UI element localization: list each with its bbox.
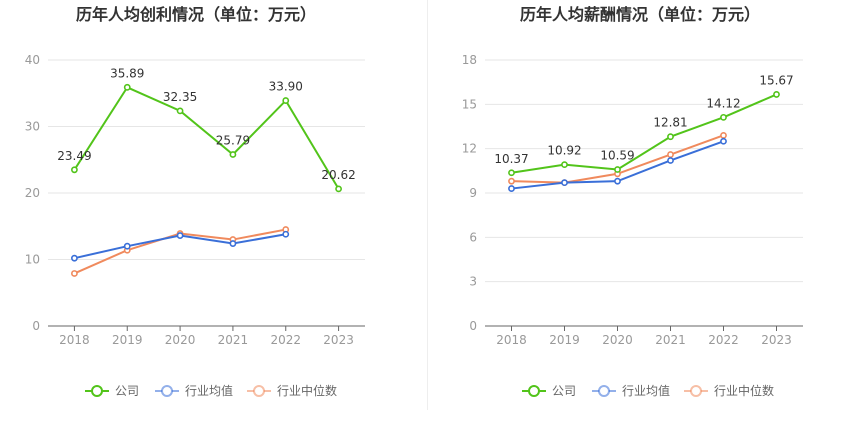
data-point-company <box>508 169 515 177</box>
chart-title: 历年人均薪酬情况（单位：万元） <box>520 5 760 24</box>
legend-label: 行业均值 <box>185 383 233 398</box>
data-point-industry_median <box>508 177 515 185</box>
y-tick-label: 30 <box>25 120 40 134</box>
y-tick-label: 0 <box>469 319 477 333</box>
y-tick-label: 20 <box>25 186 40 200</box>
data-label: 15.67 <box>759 73 793 87</box>
data-point-company <box>667 133 674 141</box>
data-point-company <box>720 113 727 121</box>
data-point-industry_avg <box>561 179 568 187</box>
legend-marker <box>253 385 265 397</box>
legend-marker <box>91 385 103 397</box>
y-tick-label: 15 <box>462 97 477 111</box>
data-point-company <box>773 91 780 98</box>
salary-per-capita-chart: 历年人均薪酬情况（单位：万元） 0 3 6 9 12 15 18 2018 2019 2020 202… <box>462 5 803 398</box>
data-label: 23.49 <box>57 149 91 163</box>
y-tick-label: 3 <box>469 275 477 289</box>
panel-divider <box>427 0 428 410</box>
legend-label: 行业中位数 <box>714 383 774 398</box>
data-point-industry_avg <box>176 232 184 239</box>
y-tick-label: 10 <box>25 253 40 267</box>
x-tick-label: 2023 <box>323 333 354 347</box>
x-tick-label: 2022 <box>270 333 301 347</box>
data-label: 25.79 <box>216 133 250 147</box>
data-point-industry_avg <box>229 240 237 247</box>
legend-label: 行业中位数 <box>277 383 337 398</box>
data-point-company <box>282 97 290 104</box>
profit-per-capita-chart: 历年人均创利情况（单位：万元） 0 10 20 30 40 2018 2019 2020 2021… <box>25 5 365 398</box>
data-point-industry_avg <box>667 157 674 164</box>
x-tick-label: 2020 <box>602 333 633 347</box>
x-tick-label: 2018 <box>59 333 90 347</box>
data-label: 14.12 <box>706 96 740 110</box>
x-tick-label: 2019 <box>549 333 580 347</box>
legend-marker <box>161 385 173 397</box>
series-line-company <box>73 86 340 190</box>
data-point-company <box>561 161 568 169</box>
legend-item-industry_avg[interactable]: 行业均值 <box>155 383 233 398</box>
data-point-industry_avg <box>720 137 727 145</box>
data-label: 35.89 <box>110 66 144 80</box>
legend-item-company[interactable]: 公司 <box>85 384 139 398</box>
x-tick-label: 2018 <box>496 333 527 347</box>
data-point-industry_avg <box>282 230 290 238</box>
y-tick-label: 0 <box>32 319 40 333</box>
data-label: 32.35 <box>163 90 197 104</box>
y-tick-label: 40 <box>25 53 40 67</box>
data-point-industry_avg <box>123 242 131 250</box>
chart-title: 历年人均创利情况（单位：万元） <box>76 5 316 24</box>
data-label: 10.59 <box>600 149 634 163</box>
legend-item-industry_median[interactable]: 行业中位数 <box>684 383 774 398</box>
data-label: 33.90 <box>269 80 303 94</box>
data-label: 10.92 <box>547 144 581 158</box>
data-point-industry_median <box>667 151 674 158</box>
x-tick-label: 2023 <box>761 333 792 347</box>
data-point-company <box>123 83 131 91</box>
data-point-industry_median <box>71 270 78 277</box>
data-point-industry_avg <box>71 254 78 262</box>
x-tick-label: 2022 <box>708 333 739 347</box>
y-tick-label: 9 <box>469 186 477 200</box>
data-point-industry_median <box>720 131 727 139</box>
legend-marker <box>598 385 610 397</box>
legend-marker <box>690 385 702 397</box>
legend-item-company[interactable]: 公司 <box>522 384 576 398</box>
x-tick-label: 2021 <box>655 333 686 347</box>
legend-label: 行业均值 <box>622 383 670 398</box>
y-tick-label: 12 <box>462 142 477 156</box>
data-point-company <box>71 166 78 174</box>
legend-item-industry_avg[interactable]: 行业均值 <box>592 383 670 398</box>
legend-label: 公司 <box>552 384 576 398</box>
data-point-company <box>335 185 342 193</box>
data-point-company <box>229 151 237 158</box>
x-tick-label: 2020 <box>165 333 196 347</box>
legend-marker <box>528 385 540 397</box>
data-label: 20.62 <box>321 168 355 182</box>
y-tick-label: 6 <box>469 230 477 244</box>
data-point-company <box>176 107 184 115</box>
data-point-industry_avg <box>614 177 621 185</box>
y-tick-label: 18 <box>462 53 477 67</box>
data-point-industry_avg <box>508 185 515 192</box>
legend-item-industry_median[interactable]: 行业中位数 <box>247 383 337 398</box>
series-line-company <box>511 93 777 174</box>
x-tick-label: 2019 <box>112 333 143 347</box>
data-label: 12.81 <box>653 116 687 130</box>
x-tick-label: 2021 <box>218 333 249 347</box>
data-label: 10.37 <box>494 152 528 166</box>
legend-label: 公司 <box>115 384 139 398</box>
data-point-company <box>614 166 621 173</box>
